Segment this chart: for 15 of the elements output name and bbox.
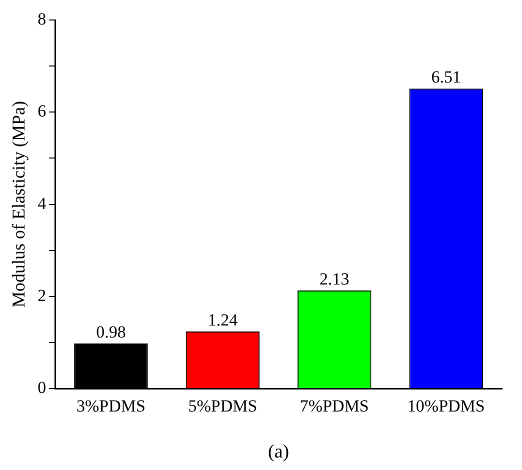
x-tick-label: 5%PDMS <box>188 396 258 416</box>
x-tick-label: 3%PDMS <box>76 396 146 416</box>
text: (a) <box>268 441 290 462</box>
data-label: 1.24 <box>208 310 238 330</box>
y-tick-label: 6 <box>38 102 46 121</box>
x-tick-label: 7%PDMS <box>300 396 369 416</box>
y-tick-label: 8 <box>38 9 46 28</box>
data-label: 6.51 <box>431 68 462 87</box>
y-axis-title: Modulus of Elasticity (MPa) <box>8 101 29 308</box>
x-tick-label: 10%PDMS <box>407 396 485 416</box>
y-tick-label: 0 <box>38 378 46 398</box>
y-tick-label: 2 <box>38 286 46 305</box>
data-label: 0.98 <box>96 322 126 342</box>
y-tick-label: 4 <box>38 194 47 213</box>
data-label: 2.13 <box>320 269 350 288</box>
